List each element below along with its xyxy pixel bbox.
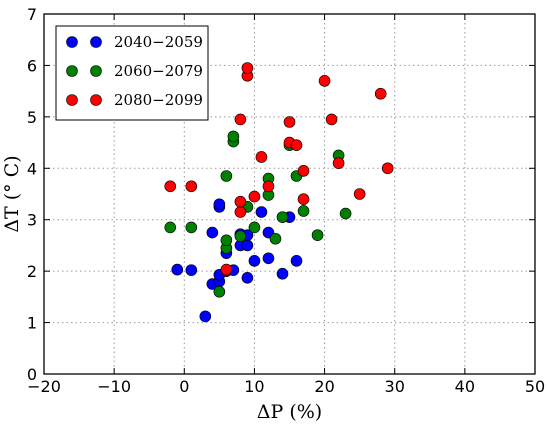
data-point (234, 113, 247, 126)
data-point (255, 151, 268, 163)
series-3 (164, 62, 394, 276)
data-point (220, 234, 233, 247)
data-point (213, 285, 226, 298)
data-point (185, 264, 198, 276)
y-tick-label: 5 (27, 108, 37, 127)
data-point (290, 255, 303, 267)
y-tick-label: 1 (27, 314, 37, 333)
x-tick-label: 0 (179, 377, 189, 396)
x-tick-label: 40 (455, 377, 475, 396)
data-point (381, 162, 394, 175)
data-point (283, 116, 296, 128)
legend-marker (90, 36, 102, 48)
data-point (213, 198, 226, 211)
y-axis-label: ΔT (° C) (1, 155, 23, 232)
data-point (241, 272, 254, 284)
legend-box (55, 25, 209, 121)
data-point (339, 207, 352, 220)
data-point (199, 310, 212, 323)
x-axis-label: ΔP (%) (257, 401, 322, 423)
data-point (276, 211, 289, 223)
legend-label: 2040−2059 (114, 33, 203, 51)
data-point (297, 165, 310, 177)
x-tick-label: 30 (385, 377, 405, 396)
data-point (318, 75, 331, 87)
data-point (353, 188, 366, 200)
x-tick-label: 50 (525, 377, 545, 396)
data-points (164, 62, 394, 323)
data-point (332, 157, 345, 169)
data-point (185, 221, 198, 234)
data-point (311, 229, 324, 241)
legend-label: 2060−2079 (114, 62, 203, 80)
data-point (297, 205, 310, 217)
x-tick-label: 20 (314, 377, 334, 396)
data-point (255, 206, 268, 218)
legend: 2040−2059 2060−2079 2080−2099 (55, 25, 209, 121)
plot-frame (43, 13, 536, 375)
data-point (234, 230, 247, 242)
data-point (220, 170, 233, 182)
y-tick-label: 3 (27, 211, 37, 230)
y-tick-label: 4 (27, 159, 37, 178)
data-point (248, 255, 261, 267)
data-point (325, 113, 338, 126)
data-point (374, 87, 387, 100)
data-point (185, 180, 198, 193)
data-point (241, 239, 254, 252)
data-point (164, 221, 177, 234)
data-point (262, 252, 275, 265)
data-point (276, 267, 289, 280)
data-point (227, 130, 240, 143)
x-tick-label: −10 (97, 377, 131, 396)
data-point (290, 139, 303, 151)
legend-marker (66, 94, 78, 106)
data-point (234, 206, 247, 218)
y-tick-label: 2 (27, 262, 37, 281)
data-point (262, 180, 275, 193)
data-point (241, 62, 254, 74)
legend-label: 2080−2099 (114, 91, 203, 109)
data-point (248, 221, 261, 234)
axis-ticks: −20 −10 0 10 20 30 40 50 0 1 2 3 4 5 6 7 (27, 5, 545, 396)
legend-marker (90, 65, 102, 77)
data-point (171, 263, 184, 276)
y-tick-label: 0 (27, 365, 37, 384)
data-point (206, 226, 219, 239)
data-point (297, 193, 310, 205)
legend-marker (66, 65, 78, 77)
legend-marker (90, 94, 102, 106)
data-point (164, 180, 177, 193)
legend-marker (66, 36, 78, 48)
y-tick-label: 6 (27, 56, 37, 75)
y-tick-label: 7 (27, 5, 37, 24)
x-tick-label: 10 (244, 377, 264, 396)
x-tick-label: −20 (27, 377, 61, 396)
data-point (269, 232, 282, 245)
data-point (248, 190, 261, 203)
data-point (220, 263, 233, 276)
data-point (234, 195, 247, 208)
